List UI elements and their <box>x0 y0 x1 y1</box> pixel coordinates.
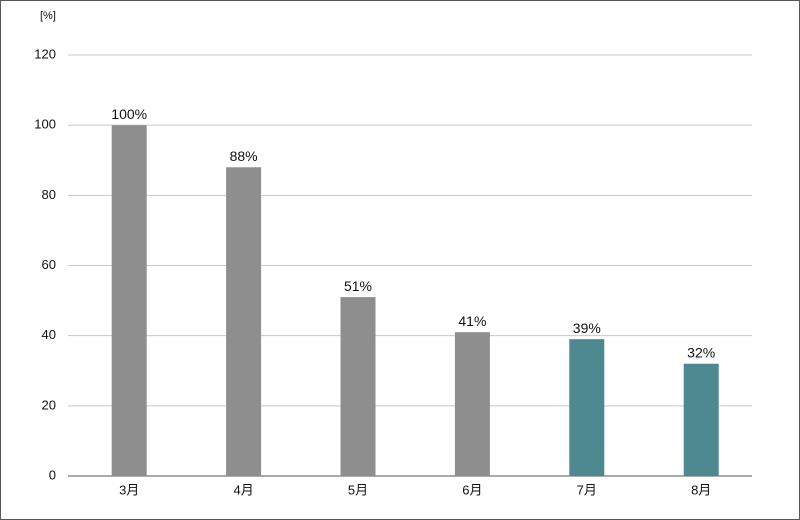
y-tick-label: 40 <box>42 327 56 342</box>
bar <box>226 167 262 476</box>
value-label: 41% <box>458 313 486 329</box>
y-tick-label: 80 <box>42 187 56 202</box>
bar <box>111 125 147 477</box>
value-label: 88% <box>230 148 258 164</box>
x-tick-label: 4月 <box>233 482 253 497</box>
value-label: 32% <box>687 344 715 360</box>
y-tick-label: 60 <box>42 257 56 272</box>
bar <box>340 297 376 476</box>
bar <box>569 339 605 476</box>
x-tick-label: 6月 <box>462 482 482 497</box>
y-tick-label: 20 <box>42 397 56 412</box>
y-tick-label: 120 <box>34 46 56 61</box>
y-tick-label: 100 <box>34 117 56 132</box>
x-tick-label: 7月 <box>577 482 597 497</box>
x-tick-label: 3月 <box>119 482 139 497</box>
y-tick-label: 0 <box>49 467 56 482</box>
x-tick-label: 8月 <box>691 482 711 497</box>
value-label: 39% <box>573 320 601 336</box>
bar <box>454 332 490 476</box>
x-tick-label: 5月 <box>348 482 368 497</box>
value-label: 51% <box>344 278 372 294</box>
value-label: 100% <box>111 106 147 122</box>
bar <box>683 363 719 476</box>
y-axis-label: [%] <box>40 10 56 22</box>
